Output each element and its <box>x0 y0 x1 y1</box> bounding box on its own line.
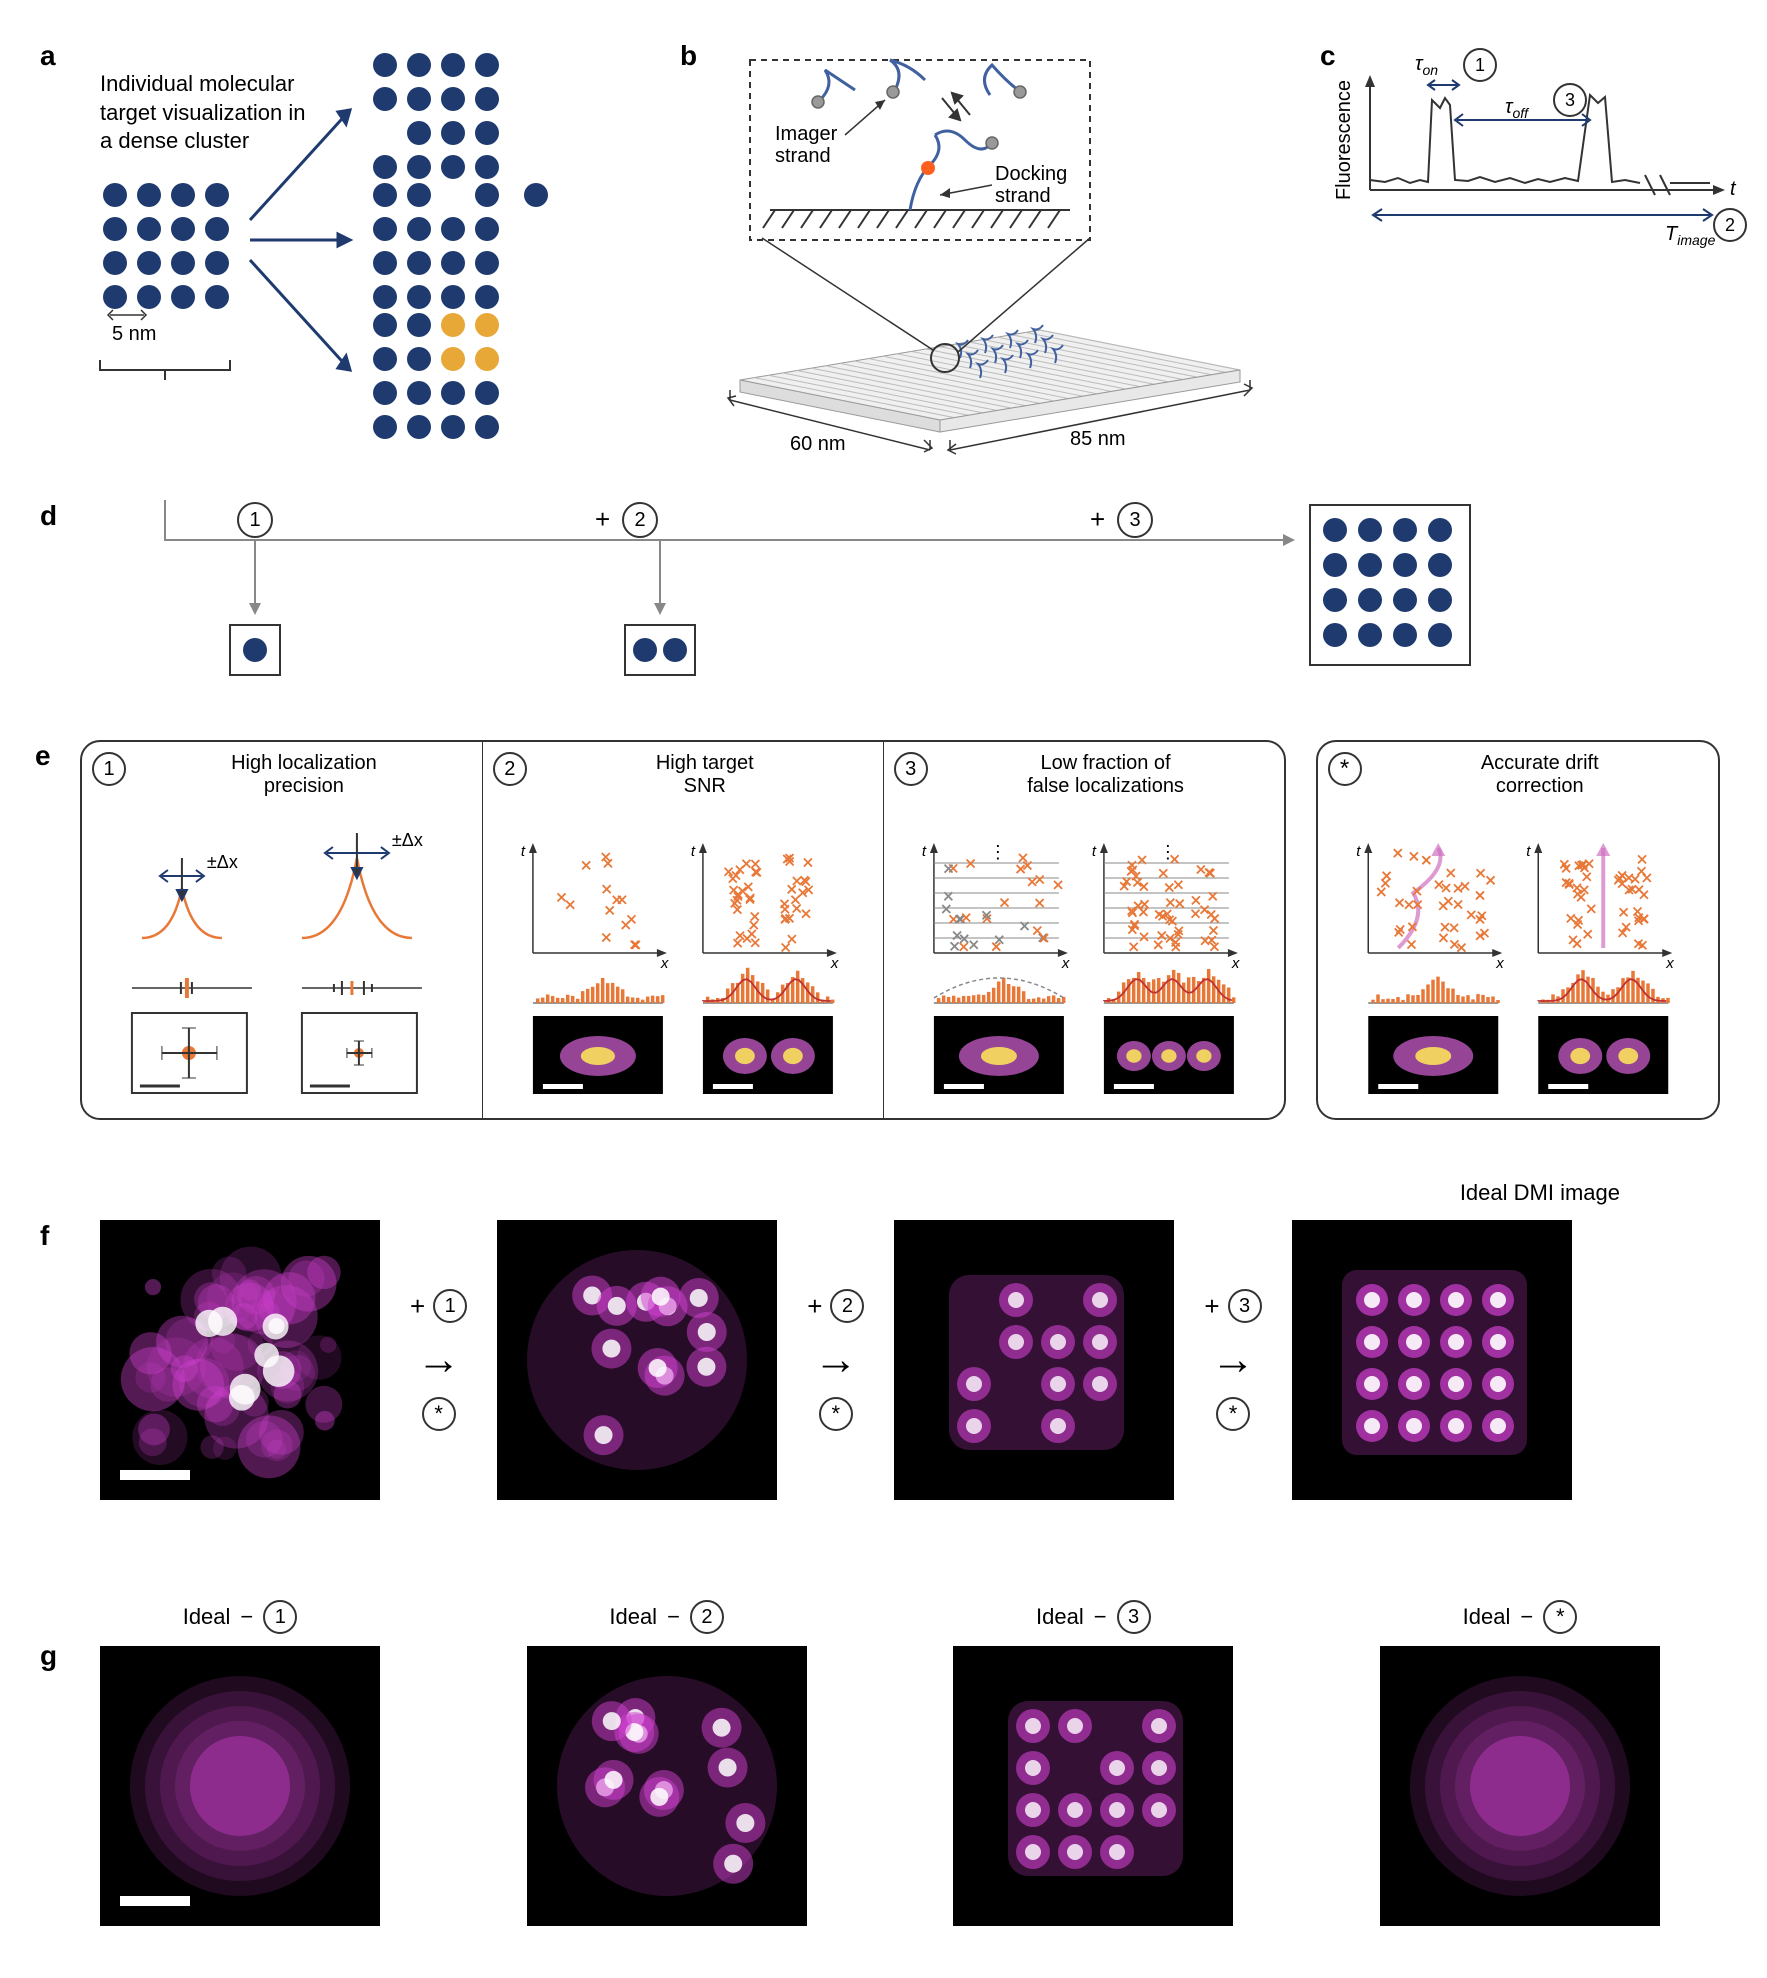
c-Timage: Timage <box>1665 223 1716 248</box>
d-plus2: + <box>1090 504 1105 534</box>
panel-d-label: d <box>40 500 57 532</box>
e-title-4: Accurate drift correction <box>1372 752 1709 798</box>
f-ideal-label: Ideal DMI image <box>1460 1180 1620 1206</box>
e-cell-3: 3 Low fraction of false localizations x t… <box>884 742 1284 1118</box>
f-image-1 <box>497 1220 777 1500</box>
length-85nm: 85 nm <box>1070 428 1126 450</box>
e-svg-1: ±Δx ±Δx <box>92 798 472 1098</box>
panel-b: b <box>680 40 1280 440</box>
scale-5nm: 5 nm <box>112 323 156 345</box>
g-image-3 <box>1380 1646 1660 1926</box>
panel-b-label: b <box>680 40 697 72</box>
panel-e-box-main: 1 High localization precision <box>80 740 1286 1120</box>
imager-label: Imagerstrand <box>775 123 838 167</box>
e-num-star: * <box>1328 752 1362 786</box>
svg-text:1: 1 <box>1475 55 1485 75</box>
panel-d: d 1 + 2 + 3 <box>40 500 1720 700</box>
svg-text:x: x <box>1061 955 1070 972</box>
panel-f-label: f <box>40 1220 49 1252</box>
c-tauon: τon <box>1415 53 1438 78</box>
e-cell-4: * Accurate drift correction x t x t <box>1318 742 1719 1118</box>
panel-a: a Individual molecular target visualizat… <box>40 40 660 440</box>
d-plus1: + <box>595 504 610 534</box>
panel-c: c Fluorescence t τon <box>1320 40 1760 260</box>
svg-text:3: 3 <box>1565 90 1575 110</box>
width-60nm: 60 nm <box>790 433 846 455</box>
svg-text:1: 1 <box>249 509 260 531</box>
svg-text:x: x <box>830 955 839 972</box>
svg-text:t: t <box>1356 843 1361 860</box>
svg-text:t: t <box>691 843 696 860</box>
e-num-2: 2 <box>493 752 527 786</box>
g-image-0 <box>100 1646 380 1926</box>
svg-text:x: x <box>660 955 669 972</box>
e-num-3: 3 <box>894 752 928 786</box>
g-image-1 <box>527 1646 807 1926</box>
svg-text:x: x <box>1495 955 1504 972</box>
panel-a-svg: 5 nm <box>40 40 660 440</box>
f-image-2 <box>894 1220 1174 1500</box>
c-tauoff: τoff <box>1505 96 1530 121</box>
svg-text:x: x <box>1665 955 1674 972</box>
svg-text:2: 2 <box>634 509 645 531</box>
e1-dx2: ±Δx <box>392 830 423 850</box>
panel-e-label: e <box>35 740 51 772</box>
panel-c-label: c <box>1320 40 1336 72</box>
docking-label: Dockingstrand <box>995 163 1067 207</box>
c-xaxis: t <box>1730 178 1737 200</box>
e-svg-4: x t x t <box>1328 798 1709 1098</box>
panel-g-label: g <box>40 1640 57 1672</box>
e-cell-2: 2 High target SNR x t x t <box>483 742 884 1118</box>
svg-text:2: 2 <box>1725 215 1735 235</box>
e1-dx1: ±Δx <box>207 852 238 872</box>
svg-text:t: t <box>922 843 927 860</box>
panel-e: e 1 High localization precision <box>40 740 1720 1140</box>
svg-text:t: t <box>1092 843 1097 860</box>
f-image-3 <box>1292 1220 1572 1500</box>
svg-text:x: x <box>1231 955 1240 972</box>
e-svg-3: xt⋮xt⋮ <box>894 798 1274 1098</box>
e-cell-1: 1 High localization precision <box>82 742 483 1118</box>
g-image-2 <box>953 1646 1233 1926</box>
panel-c-svg: Fluorescence t τon 1 <box>1320 40 1760 260</box>
e-num-1: 1 <box>92 752 126 786</box>
panel-b-svg: Imagerstrand Dockingstrand <box>680 40 1280 460</box>
svg-text:3: 3 <box>1129 509 1140 531</box>
f-image-0 <box>100 1220 380 1500</box>
e-title-1: High localization precision <box>136 752 472 798</box>
svg-text:⋮: ⋮ <box>989 842 1007 862</box>
svg-text:t: t <box>1526 843 1531 860</box>
panel-e-box-star: * Accurate drift correction x t x t <box>1316 740 1721 1120</box>
panel-d-svg: 1 + 2 + 3 <box>40 500 1720 700</box>
svg-text:t: t <box>521 843 526 860</box>
e-svg-2: x t x t <box>493 798 873 1098</box>
panel-f: f Ideal DMI image +1→*+2→*+3→* <box>40 1180 1720 1560</box>
e-title-3: Low fraction of false localizations <box>938 752 1274 798</box>
c-yaxis: Fluorescence <box>1333 80 1355 200</box>
panel-g: g Ideal−1Ideal−2Ideal−3Ideal−* <box>40 1600 1720 1960</box>
e-title-2: High target SNR <box>537 752 873 798</box>
